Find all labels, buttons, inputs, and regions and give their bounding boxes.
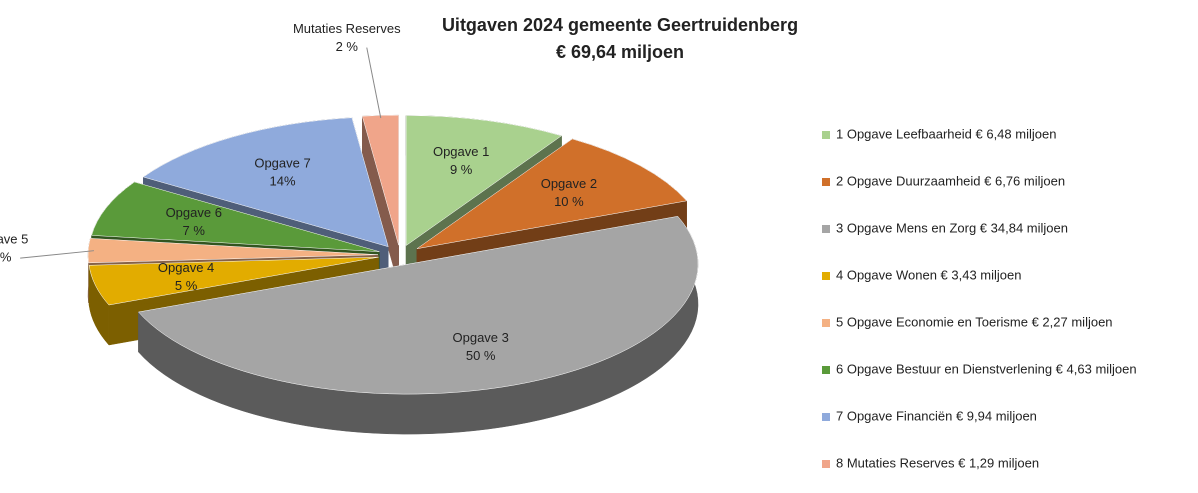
legend-swatch xyxy=(822,225,830,233)
legend-label: 3 Opgave Mens en Zorg € 34,84 miljoen xyxy=(836,220,1068,235)
chart-subtitle: € 69,64 miljoen xyxy=(556,42,684,62)
legend-label: 6 Opgave Bestuur en Dienstverlening € 4,… xyxy=(836,361,1137,376)
legend-swatch xyxy=(822,272,830,280)
leader-line xyxy=(20,250,95,259)
slice-label: Opgave 1 xyxy=(433,144,489,159)
legend-swatch xyxy=(822,319,830,327)
slice xyxy=(88,256,379,306)
leader-line xyxy=(366,47,382,119)
legend-label: 5 Opgave Economie en Toerisme € 2,27 mil… xyxy=(836,314,1113,329)
pie xyxy=(87,114,699,435)
legend-label: 4 Opgave Wonen € 3,43 miljoen xyxy=(836,267,1022,282)
value-label: 2 % xyxy=(336,39,359,54)
legend-swatch xyxy=(822,460,830,468)
chart-title: Uitgaven 2024 gemeente Geertruidenberg xyxy=(442,15,798,35)
legend-swatch xyxy=(822,413,830,421)
slice xyxy=(416,138,688,249)
slice xyxy=(91,181,380,252)
legend-swatch xyxy=(822,178,830,186)
legend-label: 1 Opgave Leefbaarheid € 6,48 miljoen xyxy=(836,126,1056,141)
value-label: 7 % xyxy=(183,223,206,238)
value-label: 50 % xyxy=(466,348,496,363)
legend-label: 7 Opgave Financiën € 9,94 miljoen xyxy=(836,408,1037,423)
slice xyxy=(405,115,563,247)
slice-label: Opgave 5 xyxy=(0,232,28,247)
slice-label: Opgave 4 xyxy=(158,260,214,275)
slice-label: Opgave 3 xyxy=(453,330,509,345)
legend-label: 8 Mutaties Reserves € 1,29 miljoen xyxy=(836,455,1039,470)
value-label: 9 % xyxy=(450,162,473,177)
slice-label: Opgave 7 xyxy=(254,155,310,170)
value-label: 3 % xyxy=(0,250,12,265)
slice-label: Opgave 2 xyxy=(541,176,597,191)
slice-label: Opgave 6 xyxy=(166,205,222,220)
legend-swatch xyxy=(822,366,830,374)
value-label: 10 % xyxy=(554,194,584,209)
value-label: 5 % xyxy=(175,278,198,293)
legend-label: 2 Opgave Duurzaamheid € 6,76 miljoen xyxy=(836,173,1065,188)
slice xyxy=(142,117,389,248)
slice-label: Mutaties Reserves xyxy=(293,21,401,36)
legend-swatch xyxy=(822,131,830,139)
value-label: 14% xyxy=(270,173,296,188)
slice xyxy=(87,238,379,264)
slice xyxy=(137,216,699,395)
